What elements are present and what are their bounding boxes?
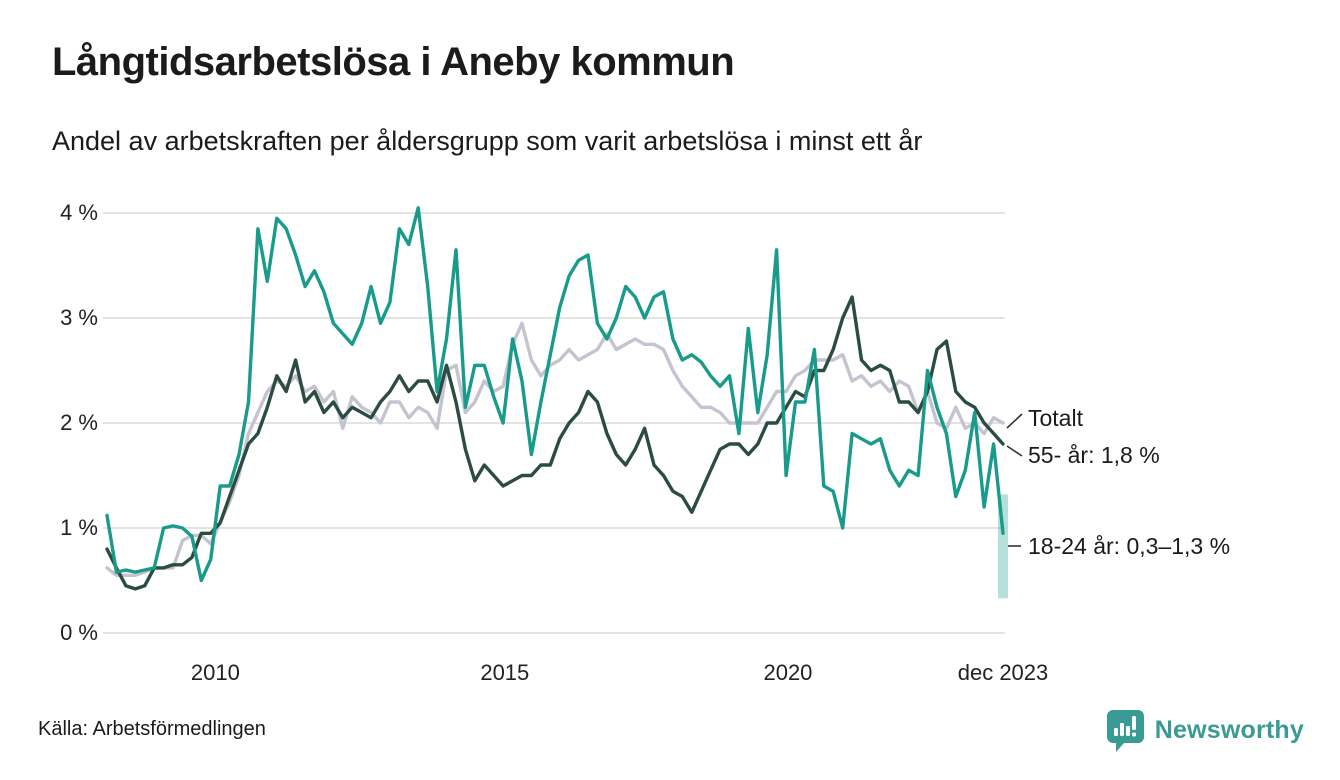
newsworthy-logo-text: Newsworthy <box>1154 716 1304 744</box>
series-line-55-r <box>105 295 1005 591</box>
source-attribution: Källa: Arbetsförmedlingen <box>38 718 266 740</box>
y-axis-tick-label: 3 % <box>60 305 98 330</box>
page-subtitle: Andel av arbetskraften per åldersgrupp s… <box>52 126 923 156</box>
annotation-connector <box>1006 445 1023 457</box>
x-axis-tick-label: dec 2023 <box>957 660 1049 685</box>
newsworthy-logo: Newsworthy <box>1105 708 1304 753</box>
series-label-totalt: Totalt <box>1028 405 1083 431</box>
uncertainty-band <box>998 494 1008 599</box>
page-title: Långtidsarbetslösa i Aneby kommun <box>52 40 735 84</box>
x-axis-tick-label: 2010 <box>190 660 240 685</box>
series-label-18-24-ar: 18-24 år: 0,3–1,3 % <box>1028 533 1231 559</box>
series-line-totalt <box>105 321 1005 577</box>
y-axis-tick-label: 0 % <box>60 620 98 645</box>
series-line-18-24-r <box>105 206 1005 583</box>
series-label-55-ar: 55- år: 1,8 % <box>1028 442 1160 468</box>
x-axis-tick-label: 2020 <box>763 660 813 685</box>
annotation-connector <box>1006 413 1023 429</box>
y-axis-tick-label: 4 % <box>60 200 98 225</box>
newsworthy-logo-icon <box>1106 710 1144 752</box>
x-axis-tick-label: 2015 <box>480 660 530 685</box>
y-axis-tick-label: 2 % <box>60 410 98 435</box>
y-axis-tick-label: 1 % <box>60 515 98 540</box>
